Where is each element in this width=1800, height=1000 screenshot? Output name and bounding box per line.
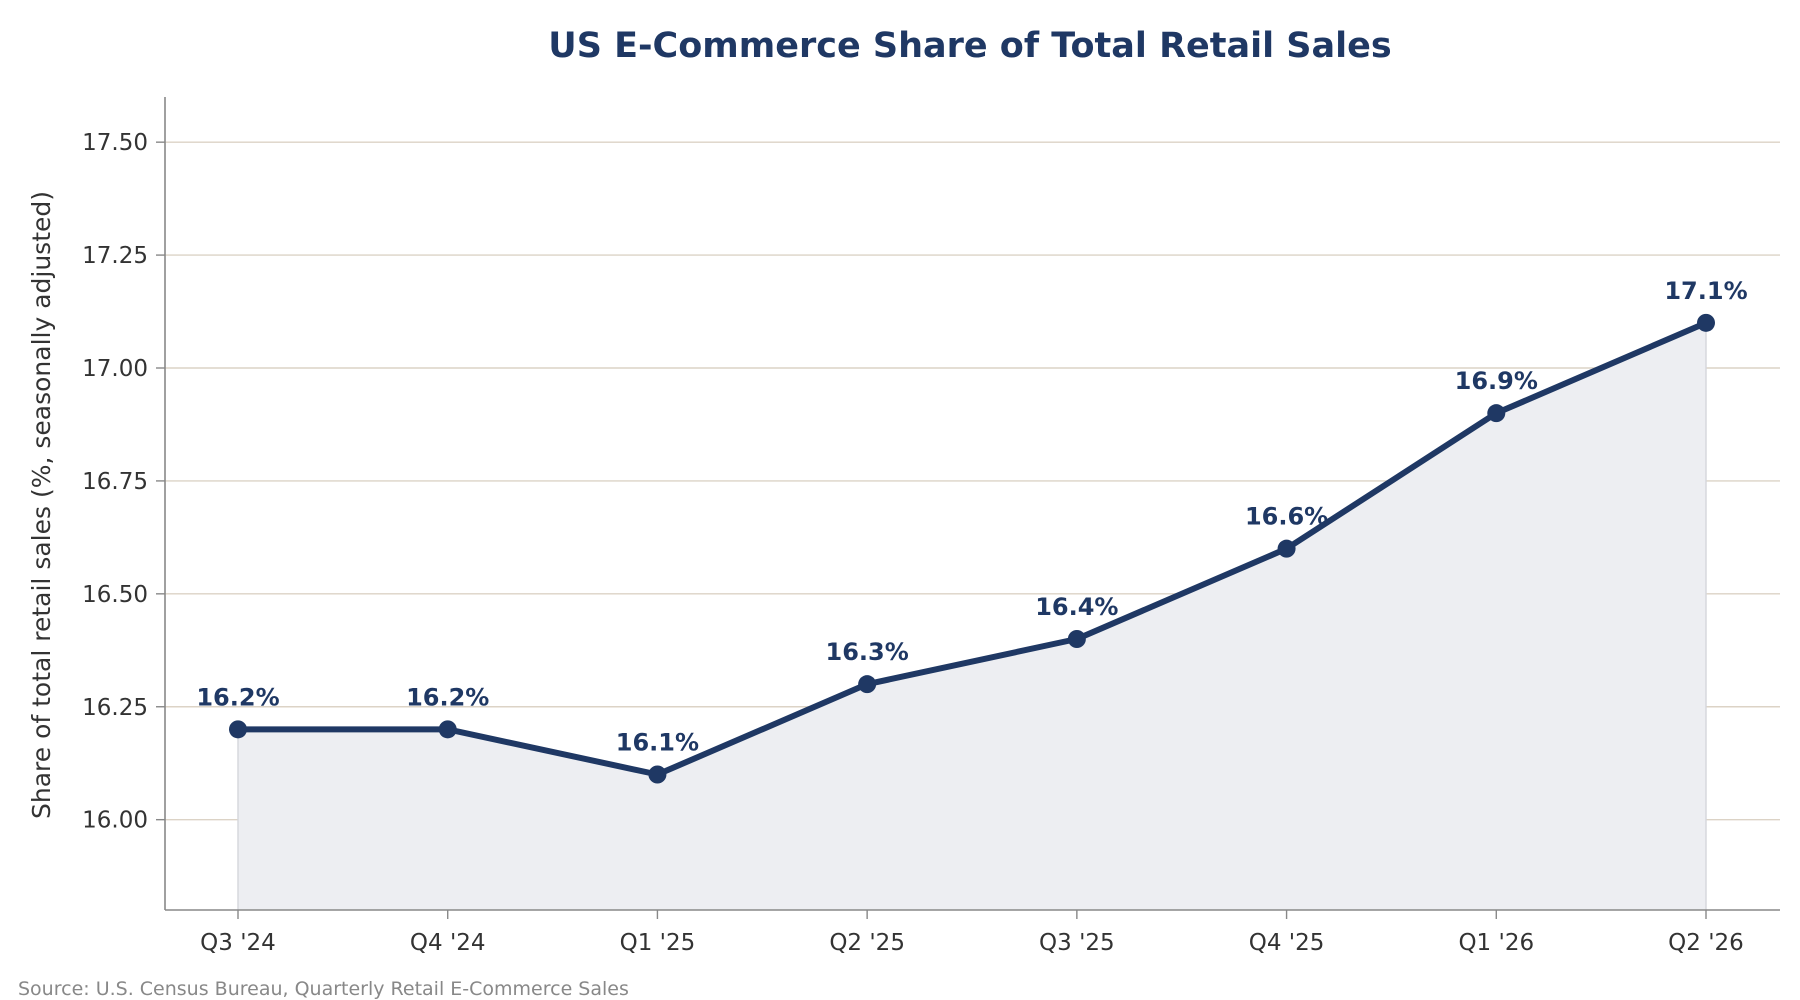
data-label: 16.6% bbox=[1245, 503, 1328, 531]
gridlines bbox=[165, 141, 1780, 821]
data-label: 16.9% bbox=[1455, 367, 1538, 395]
x-tick-label: Q1 '26 bbox=[1458, 930, 1534, 956]
data-label: 16.1% bbox=[616, 729, 699, 757]
y-tick-label: 17.50 bbox=[82, 130, 148, 156]
data-point bbox=[438, 720, 457, 739]
axes bbox=[164, 97, 1780, 911]
x-tick-label: Q3 '25 bbox=[1039, 930, 1115, 956]
area-shape bbox=[238, 322, 1706, 910]
area-fill bbox=[237, 322, 1707, 910]
y-tick-label: 16.25 bbox=[82, 695, 148, 721]
data-label: 16.2% bbox=[406, 683, 489, 711]
data-label: 16.4% bbox=[1035, 593, 1118, 621]
x-tick-label: Q4 '25 bbox=[1249, 930, 1325, 956]
data-point bbox=[229, 720, 247, 739]
series-line-path bbox=[235, 319, 1709, 778]
y-tick-label: 16.00 bbox=[82, 808, 148, 834]
x-tick-label: Q2 '26 bbox=[1668, 930, 1744, 956]
y-axis-ticks: 16.00 16.25 16.50 16.75 17.00 17.25 17.50 bbox=[82, 130, 165, 834]
x-tick-label: Q3 '24 bbox=[200, 930, 276, 956]
data-point bbox=[1067, 630, 1086, 648]
x-tick-label: Q1 '25 bbox=[620, 930, 696, 956]
series-line bbox=[235, 319, 1709, 778]
y-tick-label: 16.50 bbox=[82, 582, 148, 608]
y-tick-label: 17.25 bbox=[82, 243, 148, 269]
data-points bbox=[229, 313, 1715, 784]
source-note: Source: U.S. Census Bureau, Quarterly Re… bbox=[18, 978, 629, 1000]
data-label: 17.1% bbox=[1664, 277, 1747, 305]
data-point bbox=[1277, 539, 1296, 558]
y-axis-label: Share of total retail sales (%, seasonal… bbox=[27, 191, 56, 819]
x-tick-label: Q2 '25 bbox=[829, 930, 905, 956]
y-tick-label: 17.00 bbox=[82, 356, 148, 382]
data-labels: 16.2% 16.2% 16.1% 16.3% 16.4% 16.6% 16.9% 17.1% bbox=[196, 277, 1747, 757]
data-point bbox=[1697, 313, 1715, 332]
data-point bbox=[1487, 404, 1506, 423]
data-label: 16.3% bbox=[826, 638, 909, 666]
data-point bbox=[648, 765, 667, 784]
data-point bbox=[858, 675, 877, 694]
x-axis-ticks: Q3 '24 Q4 '24 Q1 '25 Q2 '25 Q3 '25 Q4 '25 Q1 '… bbox=[200, 910, 1744, 956]
y-tick-label: 16.75 bbox=[82, 469, 148, 495]
x-tick-label: Q4 '24 bbox=[410, 930, 486, 956]
chart-title: US E-Commerce Share of Total Retail Sale… bbox=[548, 26, 1391, 66]
data-label: 16.2% bbox=[196, 683, 279, 711]
